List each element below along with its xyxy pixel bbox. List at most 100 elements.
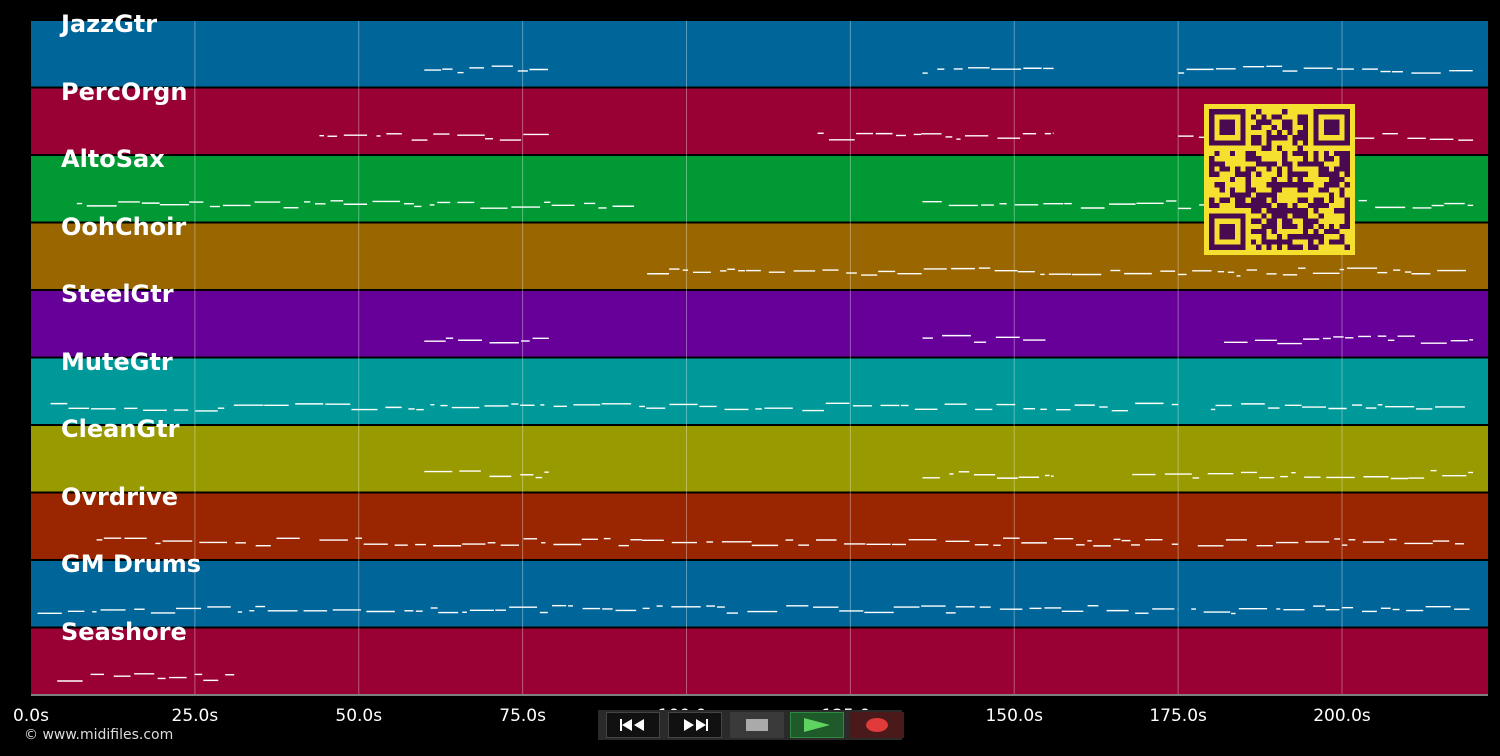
qr-module: [1318, 187, 1324, 193]
qr-module: [1250, 239, 1257, 245]
qr-module: [1334, 150, 1340, 157]
qr-module: [1276, 208, 1283, 214]
qr-module: [1292, 202, 1298, 209]
stop-button[interactable]: [730, 712, 784, 738]
qr-module: [1261, 119, 1267, 125]
qr-module: [1230, 150, 1236, 157]
qr-module: [1245, 202, 1251, 209]
record-button[interactable]: [850, 712, 904, 738]
copyright-notice: © www.midifiles.com: [24, 727, 174, 743]
qr-module: [1235, 166, 1241, 172]
qr-module: [1287, 223, 1293, 229]
qr-module: [1256, 208, 1262, 214]
track-lane: [31, 358, 1488, 424]
qr-module: [1266, 202, 1272, 209]
qr-module: [1287, 239, 1293, 245]
note-group: [50, 402, 1465, 412]
qr-module: [1313, 161, 1319, 167]
qr-module: [1209, 161, 1215, 167]
qr-module: [1339, 223, 1345, 229]
qr-module: [1282, 182, 1288, 188]
qr-module: [1334, 208, 1340, 214]
qr-module: [1219, 187, 1225, 193]
qr-module: [1344, 166, 1350, 172]
qr-module: [1271, 192, 1277, 198]
qr-module: [1297, 150, 1303, 157]
qr-module: [1308, 182, 1314, 188]
qr-module: [1313, 197, 1319, 203]
qr-module: [1334, 176, 1340, 183]
qr-module: [1323, 228, 1329, 235]
qr-module: [1318, 171, 1324, 177]
time-tick-label: 50.0s: [335, 706, 383, 726]
qr-module: [1271, 124, 1277, 131]
qr-module: [1235, 197, 1241, 203]
qr-module: [1271, 182, 1277, 188]
qr-module: [1297, 187, 1303, 193]
qr-module: [1271, 161, 1277, 167]
qr-module: [1209, 197, 1215, 203]
qr-module: [1256, 161, 1262, 167]
qr-module: [1261, 114, 1267, 120]
note-group: [424, 65, 1473, 74]
qr-module: [1292, 208, 1298, 214]
qr-module: [1266, 239, 1272, 245]
fast-forward-button[interactable]: [668, 712, 722, 738]
qr-module: [1302, 218, 1309, 224]
qr-module: [1214, 182, 1220, 188]
qr-module: [1261, 197, 1267, 203]
qr-module: [1250, 187, 1257, 193]
qr-module: [1245, 187, 1251, 193]
qr-module: [1339, 208, 1345, 214]
qr-module: [1313, 228, 1319, 235]
play-button[interactable]: [790, 712, 844, 738]
qr-module: [1318, 197, 1324, 203]
qr-module: [1334, 171, 1340, 177]
qr-module: [1282, 239, 1288, 245]
track-lane: [31, 561, 1488, 627]
qr-code: [1204, 104, 1355, 255]
time-tick-label: 75.0s: [499, 706, 546, 726]
qr-module: [1266, 192, 1272, 198]
qr-module: [1328, 192, 1335, 198]
track-lane: [31, 21, 1488, 87]
qr-module: [1318, 239, 1324, 245]
qr-module: [1250, 114, 1257, 120]
qr-module: [1271, 239, 1277, 245]
qr-module: [1276, 213, 1283, 219]
qr-module: [1230, 176, 1236, 183]
qr-module: [1266, 182, 1272, 188]
qr-module: [1328, 176, 1335, 183]
qr-module: [1339, 166, 1345, 172]
qr-module: [1261, 234, 1267, 240]
track-label: JazzGtr: [61, 10, 158, 38]
qr-module: [1344, 150, 1350, 157]
qr-module: [1219, 161, 1225, 167]
qr-module: [1302, 130, 1309, 136]
qr-module: [1292, 135, 1298, 141]
qr-module: [1292, 223, 1298, 229]
qr-module: [1250, 218, 1257, 224]
qr-module: [1256, 135, 1262, 141]
qr-module: [1250, 150, 1257, 157]
qr-module: [1328, 182, 1335, 188]
qr-module: [1276, 171, 1283, 177]
qr-module: [1344, 197, 1350, 203]
qr-module: [1308, 239, 1314, 245]
qr-module: [1297, 176, 1303, 183]
qr-module: [1271, 208, 1277, 214]
qr-module: [1214, 150, 1220, 157]
qr-module: [1224, 166, 1231, 172]
qr-module: [1266, 130, 1272, 136]
qr-module: [1256, 156, 1262, 162]
track-lane: [31, 493, 1488, 559]
qr-module: [1344, 156, 1350, 162]
play-icon: [804, 718, 830, 732]
rewind-button[interactable]: [606, 712, 660, 738]
qr-module: [1209, 202, 1215, 209]
qr-module: [1292, 234, 1298, 240]
qr-module: [1245, 156, 1251, 162]
qr-module: [1224, 197, 1231, 203]
qr-module: [1250, 208, 1257, 214]
track-label: AltoSax: [61, 145, 165, 173]
